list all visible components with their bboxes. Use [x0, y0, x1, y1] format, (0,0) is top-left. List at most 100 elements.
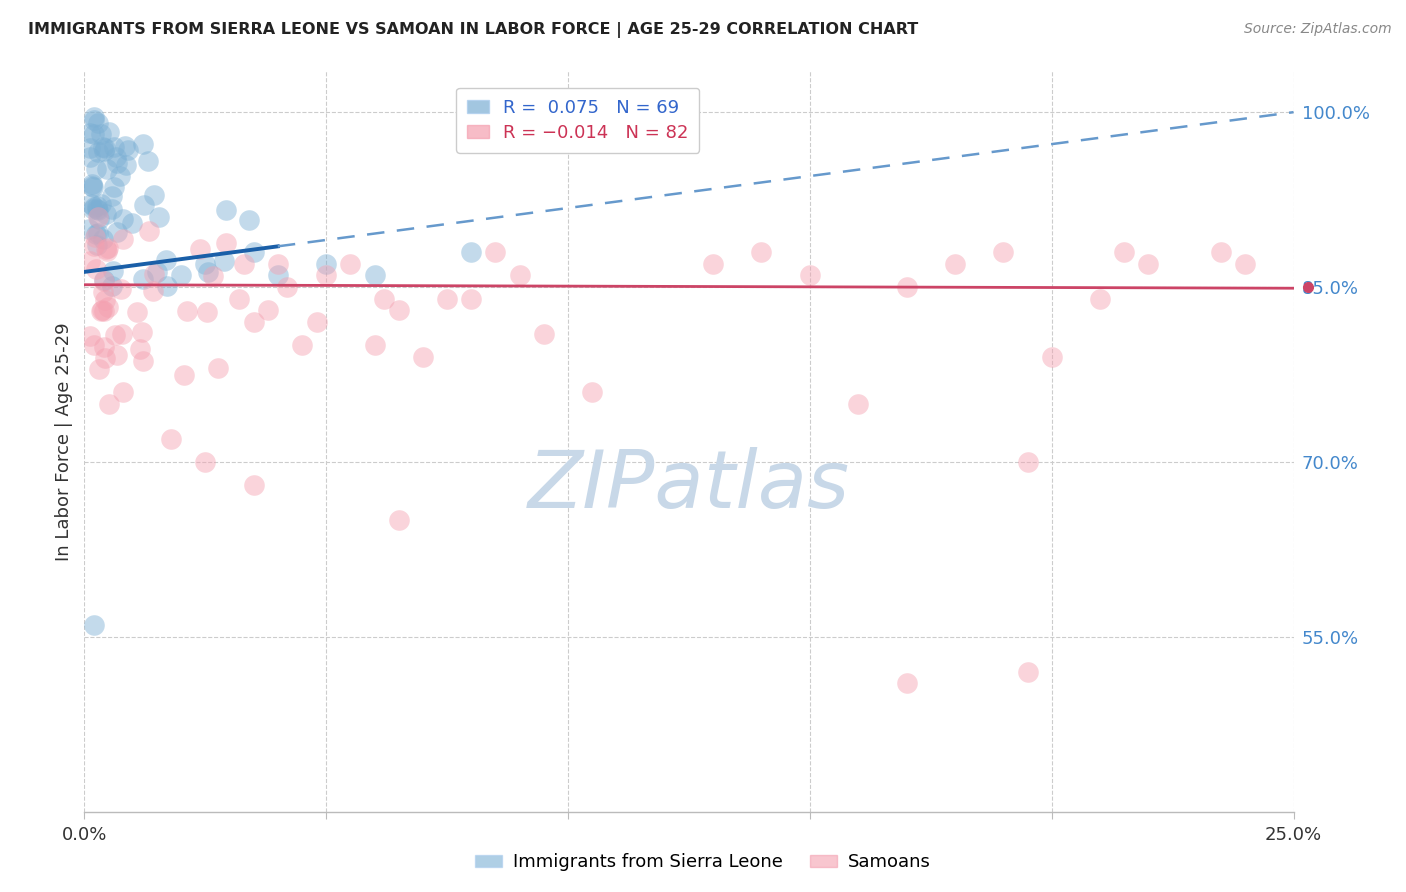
Point [155, 253, 177, 268]
Point [91, 140, 114, 154]
Point [202, 268, 225, 283]
Point [90, 197, 112, 211]
Point [110, 282, 132, 296]
Point [94, 293, 117, 307]
Point [103, 179, 125, 194]
Point [132, 198, 155, 212]
Legend: Immigrants from Sierra Leone, Samoans: Immigrants from Sierra Leone, Samoans [468, 847, 938, 879]
Point [242, 478, 264, 492]
Point [148, 210, 170, 224]
Point [90, 302, 112, 317]
Point [533, 326, 555, 341]
Point [132, 137, 155, 152]
Point [93, 274, 115, 288]
Point [83, 338, 105, 352]
Point [96, 161, 118, 176]
Point [79, 127, 101, 141]
Point [82, 202, 104, 216]
Point [79, 253, 101, 268]
Point [1209, 245, 1232, 260]
Point [84, 227, 107, 241]
Point [315, 257, 337, 271]
Point [83, 110, 105, 124]
Point [87, 210, 110, 224]
Point [100, 188, 122, 202]
Point [214, 203, 236, 218]
Point [212, 254, 235, 268]
Point [117, 143, 139, 157]
Point [90, 304, 112, 318]
Point [131, 326, 153, 340]
Point [276, 280, 298, 294]
Point [197, 264, 219, 278]
Point [84, 230, 107, 244]
Point [80, 179, 103, 194]
Point [110, 169, 132, 183]
Point [132, 271, 155, 285]
Point [1017, 455, 1039, 469]
Point [896, 676, 918, 690]
Point [96, 244, 118, 259]
Point [173, 368, 195, 382]
Point [1234, 257, 1257, 271]
Point [80, 177, 103, 191]
Point [943, 257, 966, 271]
Point [103, 140, 125, 154]
Point [101, 264, 124, 278]
Point [93, 141, 115, 155]
Point [751, 245, 773, 260]
Point [105, 225, 128, 239]
Point [238, 213, 260, 227]
Point [233, 257, 256, 271]
Point [197, 305, 219, 319]
Point [214, 235, 236, 250]
Point [799, 268, 821, 283]
Point [127, 305, 149, 319]
Point [83, 128, 105, 142]
Point [111, 232, 134, 246]
Point [91, 285, 114, 300]
Point [86, 237, 108, 252]
Point [1017, 665, 1039, 679]
Point [146, 265, 169, 279]
Point [228, 292, 250, 306]
Point [83, 200, 105, 214]
Point [581, 384, 603, 399]
Point [1137, 257, 1160, 271]
Point [87, 361, 110, 376]
Point [93, 303, 115, 318]
Point [79, 329, 101, 343]
Point [207, 361, 229, 376]
Point [1040, 350, 1063, 364]
Point [87, 202, 110, 217]
Point [188, 242, 211, 256]
Point [267, 257, 290, 271]
Point [91, 232, 114, 246]
Point [128, 343, 150, 357]
Point [242, 315, 264, 329]
Point [1114, 245, 1136, 260]
Point [896, 280, 918, 294]
Point [115, 158, 138, 172]
Point [112, 384, 135, 399]
Point [86, 202, 108, 216]
Point [87, 212, 110, 227]
Point [94, 207, 117, 221]
Point [339, 257, 361, 271]
Point [104, 328, 127, 343]
Y-axis label: In Labor Force | Age 25-29: In Labor Force | Age 25-29 [55, 322, 73, 561]
Point [79, 149, 101, 163]
Point [97, 241, 120, 255]
Point [121, 216, 143, 230]
Point [105, 348, 128, 362]
Point [138, 224, 160, 238]
Point [79, 222, 101, 236]
Point [143, 267, 166, 281]
Point [83, 238, 105, 252]
Point [132, 354, 155, 368]
Point [100, 278, 122, 293]
Point [267, 268, 290, 283]
Point [257, 303, 280, 318]
Point [87, 226, 110, 240]
Point [84, 162, 107, 177]
